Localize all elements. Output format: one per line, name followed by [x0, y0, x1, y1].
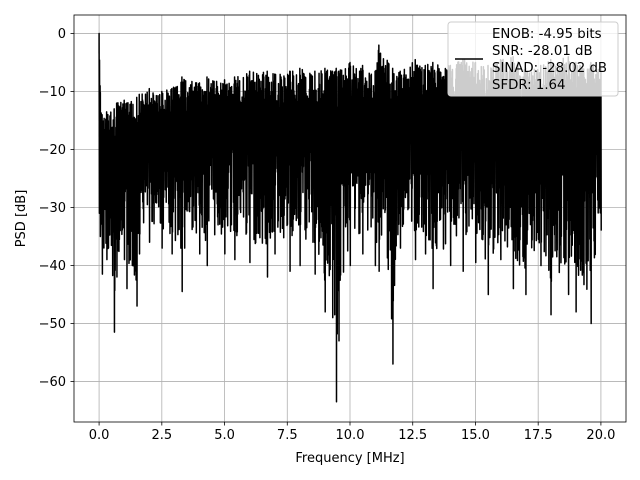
x-axis-label: Frequency [MHz]	[295, 451, 404, 466]
plot-area	[98, 32, 602, 403]
psd-trace	[98, 32, 602, 403]
x-tick-label: 12.5	[398, 428, 427, 443]
legend: ENOB: -4.95 bits SNR: -28.01 dB SINAD: -…	[447, 21, 619, 97]
x-tick-label: 15.0	[461, 428, 490, 443]
y-tick-label: −30	[39, 201, 66, 216]
legend-sfdr-text: SFDR: 1.64	[492, 78, 565, 93]
legend-enob-text: ENOB: -4.95 bits	[492, 27, 602, 42]
x-tick-label: 0.0	[89, 428, 110, 443]
legend-box	[447, 21, 619, 97]
legend-sinad-text: SINAD: -28.02 dB	[492, 61, 607, 76]
y-tick-label: −40	[39, 259, 66, 274]
axis-ticks: 0.0 2.5 5.0 7.5 10.0 12.5 15.0 17.5 20.0 0 −10 −20 −…	[39, 27, 616, 443]
y-tick-label: −60	[39, 375, 66, 390]
x-tick-label: 7.5	[277, 428, 298, 443]
legend-snr-text: SNR: -28.01 dB	[492, 44, 593, 59]
y-tick-label: −10	[39, 85, 66, 100]
x-tick-label: 17.5	[524, 428, 553, 443]
x-tick-label: 2.5	[151, 428, 172, 443]
x-tick-label: 20.0	[586, 428, 615, 443]
y-tick-label: −50	[39, 317, 66, 332]
y-tick-label: 0	[58, 27, 66, 42]
x-tick-label: 5.0	[214, 428, 235, 443]
y-axis-label: PSD [dB]	[14, 190, 29, 248]
y-tick-label: −20	[39, 143, 66, 158]
x-tick-label: 10.0	[336, 428, 365, 443]
